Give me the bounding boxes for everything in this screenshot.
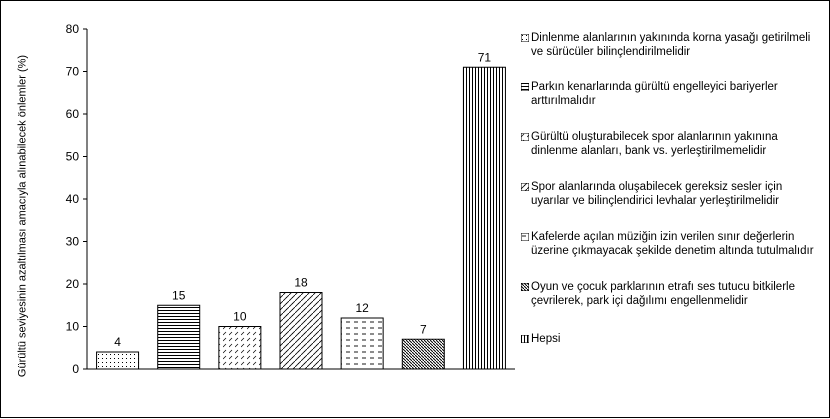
bar: [401, 338, 445, 370]
legend-label: Parkın kenarlarında gürültü engelleyici …: [531, 81, 778, 107]
legend-item: Dinlenme alanlarının yakınında korna yas…: [521, 31, 821, 59]
legend-swatch: [521, 335, 529, 343]
data-label: 71: [478, 50, 492, 64]
legend-label: Hepsi: [531, 333, 561, 345]
legend-swatch: [521, 34, 529, 42]
legend-item: Oyun ve çocuk parklarının etrafı ses tut…: [521, 280, 821, 308]
legend-item: Gürültü oluşturabilecek spor alanlarının…: [521, 130, 821, 158]
y-axis-label-wrap: Gürültü seviyesinin azaltılması amacıyla…: [3, 55, 43, 377]
bar: [96, 351, 140, 370]
legend-item: Spor alanlarında oluşabilecek gereksiz s…: [521, 180, 821, 208]
data-labels: 4 15 10 18 12 7 71: [114, 50, 491, 349]
y-tick-label: 10: [66, 320, 80, 334]
y-tick-label: 50: [66, 150, 80, 164]
data-label: 10: [233, 310, 247, 324]
bar: [218, 326, 262, 370]
legend-swatch: [521, 133, 529, 141]
legend-swatch: [521, 83, 529, 91]
legend-item: Parkın kenarlarında gürültü engelleyici …: [521, 80, 821, 108]
bar: [340, 317, 384, 370]
y-tick-label: 0: [72, 362, 79, 376]
axes: 0 10 20 30 40 50 60 70 80: [66, 22, 515, 376]
y-tick-label: 70: [66, 65, 80, 79]
legend-label: Gürültü oluşturabilecek spor alanlarının…: [531, 131, 778, 157]
data-label: 18: [294, 276, 308, 290]
legend-swatch: [521, 283, 529, 291]
legend-swatch: [521, 183, 529, 191]
bars: [96, 66, 506, 370]
legend-label: Dinlenme alanlarının yakınında korna yas…: [531, 32, 811, 58]
data-label: 15: [172, 288, 186, 302]
legend-swatch: [521, 233, 529, 241]
bar: [157, 304, 201, 370]
y-tick-label: 80: [66, 22, 80, 36]
legend-item: Kafelerde açılan müziğin izin verilen sı…: [521, 230, 821, 258]
bar: [462, 66, 506, 370]
y-axis-label: Gürültü seviyesinin azaltılması amacıyla…: [16, 54, 29, 378]
legend-label: Kafelerde açılan müziğin izin verilen sı…: [531, 231, 814, 257]
legend-item: Hepsi: [521, 332, 821, 346]
y-tick-label: 60: [66, 107, 80, 121]
bar: [279, 292, 323, 370]
legend-label: Oyun ve çocuk parklarının etrafı ses tut…: [531, 281, 795, 307]
y-tick-label: 40: [66, 192, 80, 206]
y-tick-label: 20: [66, 277, 80, 291]
data-label: 4: [114, 335, 121, 349]
data-label: 7: [420, 322, 427, 336]
legend-label: Spor alanlarında oluşabilecek gereksiz s…: [531, 181, 783, 207]
data-label: 12: [355, 301, 369, 315]
y-tick-label: 30: [66, 235, 80, 249]
